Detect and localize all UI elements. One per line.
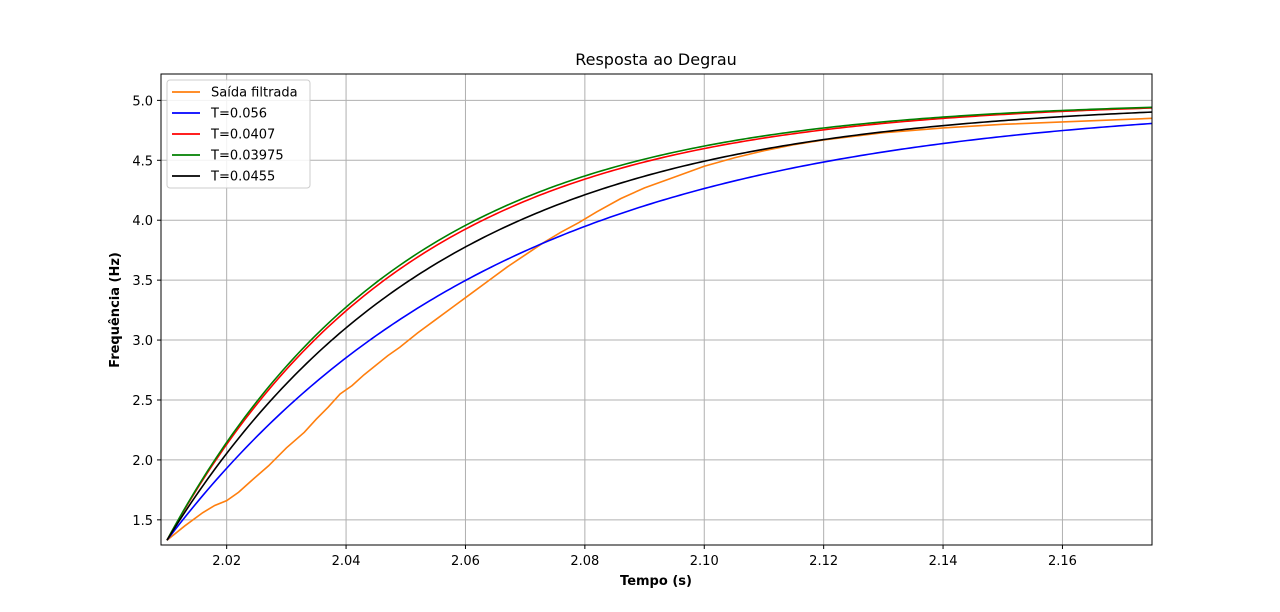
y-tick-label: 1.5	[132, 514, 153, 529]
y-tick-label: 3.0	[132, 334, 153, 349]
x-axis-label: Tempo (s)	[620, 574, 692, 589]
legend-entry-1: T=0.056	[210, 107, 267, 122]
legend-entry-4: T=0.0455	[210, 170, 275, 185]
legend-entry-0: Saída filtrada	[211, 86, 298, 101]
series-line-1	[166, 122, 1153, 541]
series-line-3	[166, 106, 1153, 541]
y-tick-label: 2.5	[132, 394, 153, 409]
legend-entry-2: T=0.0407	[210, 128, 275, 143]
series-line-0	[166, 117, 1153, 541]
series-lines	[166, 106, 1153, 541]
x-tick-label: 2.12	[809, 554, 838, 569]
x-tick-label: 2.02	[212, 554, 241, 569]
y-tick-label: 5.0	[132, 94, 153, 109]
y-axis-ticks: 1.5 2.0 2.5 3.0 3.5 4.0 4.5 5.0	[132, 94, 161, 529]
series-line-4	[166, 111, 1153, 541]
y-axis-label: Frequência (Hz)	[108, 252, 123, 368]
legend-entry-3: T=0.03975	[210, 149, 284, 164]
legend: Saída filtrada T=0.056 T=0.0407 T=0.03975 T=…	[166, 79, 311, 189]
y-tick-label: 2.0	[132, 454, 153, 469]
x-tick-label: 2.06	[451, 554, 480, 569]
grid	[161, 74, 1152, 545]
legend-box	[166, 79, 311, 189]
x-axis-ticks: 2.02 2.04 2.06 2.08 2.10 2.12 2.14 2.16	[212, 545, 1077, 569]
x-tick-label: 2.04	[332, 554, 361, 569]
plot-frame	[160, 73, 1153, 546]
series-line-2	[166, 107, 1153, 541]
x-tick-label: 2.08	[570, 554, 599, 569]
chart-title: Resposta ao Degrau	[575, 50, 737, 69]
y-tick-label: 3.5	[132, 274, 153, 289]
y-tick-label: 4.5	[132, 154, 153, 169]
x-tick-label: 2.16	[1048, 554, 1077, 569]
x-tick-label: 2.10	[690, 554, 719, 569]
x-tick-label: 2.14	[929, 554, 958, 569]
y-tick-label: 4.0	[132, 214, 153, 229]
